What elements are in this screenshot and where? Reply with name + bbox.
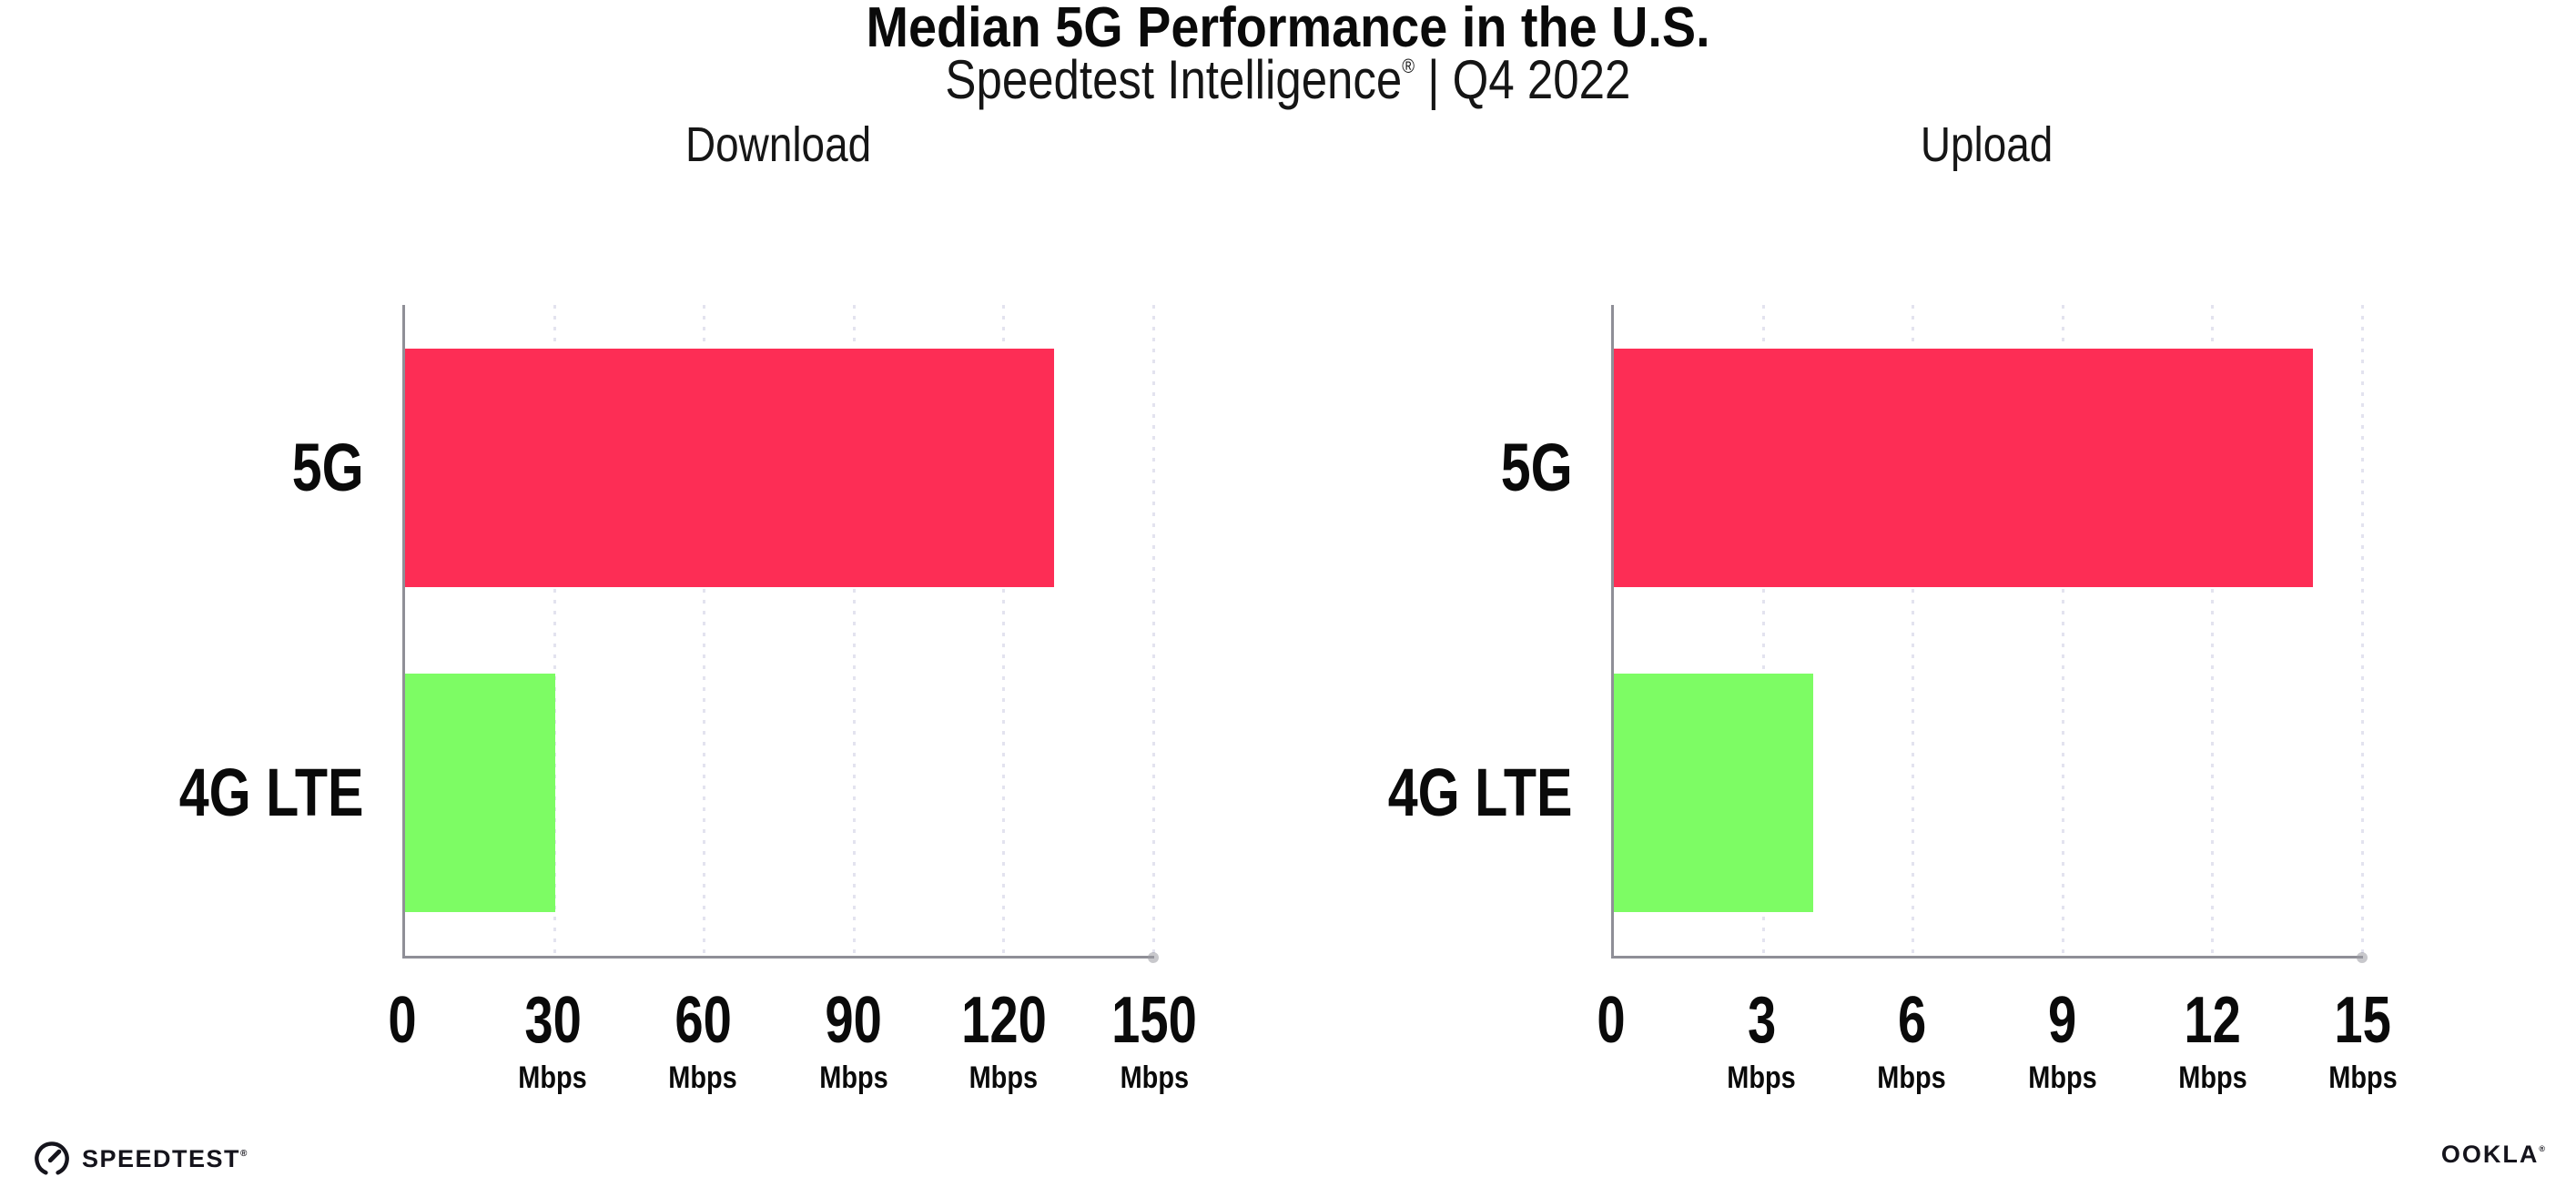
bar-5g	[1614, 348, 2314, 587]
x-tick-label: 60 Mbps	[663, 988, 744, 1093]
x-tick-label: 0	[384, 988, 421, 1053]
x-tick-label: 15 Mbps	[2323, 988, 2404, 1093]
x-tick-label: 12 Mbps	[2172, 988, 2253, 1093]
x-tick-unit: Mbps	[2027, 1060, 2097, 1095]
bar-4g-lte	[405, 674, 555, 913]
x-tick-label: 120 Mbps	[949, 988, 1059, 1093]
x-tick-value: 9	[2047, 984, 2077, 1057]
upload-chart: Upload 5G 4G LTE 0 3 Mbps 6 Mbps 9 Mbps 12 Mbps 15…	[1388, 117, 2398, 1111]
x-tick-label: 90 Mbps	[813, 988, 894, 1093]
plot-area: 5G 4G LTE	[179, 305, 1159, 963]
page-title-text: Median 5G Performance in the U.S.	[866, 0, 1710, 59]
x-tick-unit: Mbps	[1727, 1060, 1796, 1095]
grid-line	[852, 305, 856, 956]
speedtest-logo-text: SPEEDTEST	[82, 1144, 241, 1172]
category-label: 5G	[292, 429, 364, 505]
x-tick-unit: Mbps	[1877, 1060, 1947, 1095]
x-tick-label: 9 Mbps	[2022, 988, 2103, 1093]
ookla-logo-text: OOKLA	[2440, 1141, 2540, 1168]
grid-line	[2061, 305, 2064, 956]
x-tick-value: 12	[2184, 984, 2242, 1057]
x-tick-value: 3	[1747, 984, 1776, 1057]
plot-area: 5G 4G LTE	[1388, 305, 2368, 963]
chart-title: Upload	[1611, 117, 2363, 172]
grid-line	[2361, 305, 2364, 956]
download-chart: Download 5G 4G LTE 0 30 Mbps 60 Mbps 90 Mbps 120…	[179, 117, 1197, 1111]
x-tick-label: 3 Mbps	[1721, 988, 1802, 1093]
grid-line	[1761, 305, 1765, 956]
page-subtitle: Speedtest Intelligence® | Q4 2022	[0, 53, 2576, 107]
speedtest-logo: SPEEDTEST®	[33, 1141, 248, 1177]
registered-mark: ®	[1402, 55, 1415, 77]
x-axis-ticks: 0 30 Mbps 60 Mbps 90 Mbps 120 Mbps 150 Mbps	[388, 988, 1196, 1111]
x-tick-value: 0	[388, 984, 417, 1057]
x-tick-value: 90	[825, 984, 882, 1057]
bar-4g-lte	[1614, 674, 1814, 913]
x-tick-unit: Mbps	[1120, 1060, 1189, 1095]
speedtest-gauge-icon	[35, 1141, 69, 1175]
bar-5g	[405, 348, 1055, 587]
chart-title-text: Download	[685, 117, 872, 172]
x-tick-unit: Mbps	[969, 1060, 1039, 1095]
grid-line	[703, 305, 706, 956]
x-tick-value: 30	[523, 984, 582, 1057]
grid-line	[1002, 305, 1006, 956]
x-axis-ticks: 0 3 Mbps 6 Mbps 9 Mbps 12 Mbps 15 Mbps	[1597, 988, 2397, 1111]
category-label: 4G LTE	[1388, 755, 1573, 831]
grid-line	[1912, 305, 1915, 956]
subtitle-period: | Q4 2022	[1415, 49, 1631, 110]
page-title: Median 5G Performance in the U.S.	[0, 0, 2576, 56]
x-tick-unit: Mbps	[518, 1060, 587, 1095]
x-tick-unit: Mbps	[2328, 1060, 2398, 1095]
category-label: 4G LTE	[179, 755, 364, 831]
grid-line	[553, 305, 556, 956]
speedtest-registered-mark: ®	[240, 1148, 248, 1159]
x-tick-label: 6 Mbps	[1871, 988, 1952, 1093]
ookla-logo: OOKLA®	[2441, 1142, 2547, 1167]
ookla-registered-mark: ®	[2539, 1144, 2547, 1153]
x-tick-label: 30 Mbps	[512, 988, 593, 1093]
x-tick-value: 150	[1111, 984, 1197, 1057]
x-tick-value: 60	[674, 984, 732, 1057]
grid-line	[1152, 305, 1155, 956]
x-tick-unit: Mbps	[818, 1060, 888, 1095]
category-label: 5G	[1501, 429, 1573, 505]
x-tick-value: 0	[1597, 984, 1626, 1057]
x-tick-value: 6	[1897, 984, 1927, 1057]
chart-title: Download	[402, 117, 1154, 172]
x-tick-label: 150 Mbps	[1100, 988, 1209, 1093]
x-tick-label: 0	[1593, 988, 1629, 1053]
chart-title-text: Upload	[1921, 117, 2054, 172]
subtitle-brand: Speedtest Intelligence	[945, 49, 1403, 110]
x-tick-value: 120	[960, 984, 1047, 1057]
x-tick-unit: Mbps	[668, 1060, 738, 1095]
x-tick-value: 15	[2334, 984, 2392, 1057]
grid-line	[2211, 305, 2215, 956]
x-tick-unit: Mbps	[2178, 1060, 2247, 1095]
